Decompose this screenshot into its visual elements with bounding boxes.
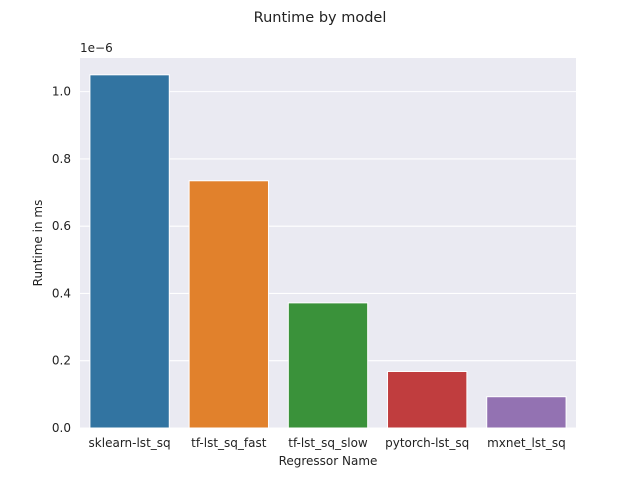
x-tick-label: tf-lst_sq_slow [288, 436, 368, 450]
bar-sklearn-lst_sq [89, 74, 170, 429]
y-tick-label: 1.0 [52, 85, 71, 99]
y-tick-label: 0.4 [52, 286, 71, 300]
x-tick-label: pytorch-lst_sq [385, 436, 469, 450]
x-axis-label: Regressor Name [279, 454, 378, 468]
x-tick-label: tf-lst_sq_fast [191, 436, 267, 450]
y-tick-label: 0.2 [52, 354, 71, 368]
y-tick-label: 0.8 [52, 152, 71, 166]
bar-tf-lst_sq_fast [188, 180, 269, 429]
y-tick-label: 0.0 [52, 421, 71, 435]
y-axis-scale-offset: 1e−6 [80, 41, 113, 55]
y-tick-labels: 0.0 0.2 0.4 0.6 0.8 1.0 [52, 85, 71, 435]
x-tick-label: mxnet_lst_sq [487, 436, 566, 450]
bar-mxnet_lst_sq [486, 396, 567, 429]
chart-title: Runtime by model [254, 10, 387, 26]
bar-pytorch-lst_sq [387, 370, 468, 429]
y-axis-label: Runtime in ms [31, 200, 45, 287]
y-tick-label: 0.6 [52, 219, 71, 233]
bar-tf-lst_sq_slow [287, 302, 369, 429]
x-tick-labels: sklearn-lst_sq tf-lst_sq_fast tf-lst_sq_sl… [89, 436, 566, 450]
bars-group [89, 74, 567, 429]
x-tick-label: sklearn-lst_sq [89, 436, 171, 450]
